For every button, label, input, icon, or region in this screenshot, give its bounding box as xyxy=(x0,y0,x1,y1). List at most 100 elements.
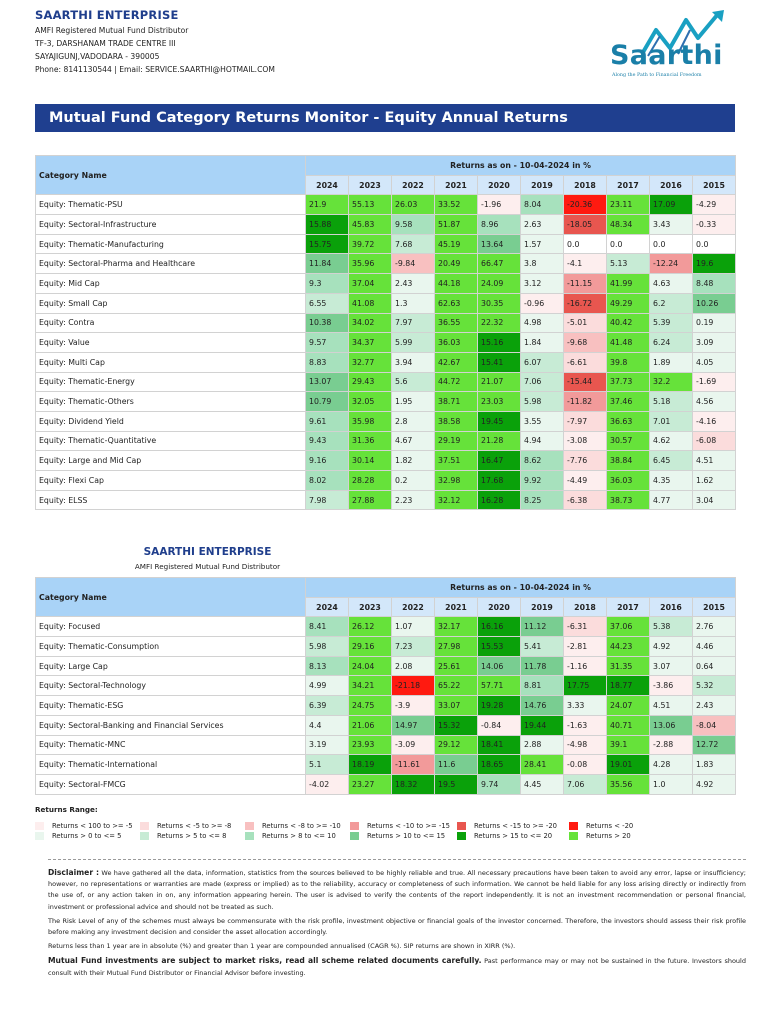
return-cell-2016: 5.18 xyxy=(649,391,693,412)
category-name: Equity: Thematic-ESG xyxy=(35,695,306,716)
return-cell-2022: -9.84 xyxy=(391,253,435,275)
year-header-2017: 2017 xyxy=(606,596,650,618)
return-cell-2020: 21.28 xyxy=(477,430,521,452)
legend-swatch xyxy=(569,832,578,840)
return-cell-2022: 2.8 xyxy=(391,410,435,432)
return-cell-2021: 33.52 xyxy=(434,194,478,216)
return-cell-2023: 32.05 xyxy=(348,391,392,412)
year-header-2023: 2023 xyxy=(348,174,392,196)
return-cell-2016: 4.28 xyxy=(649,754,693,775)
return-cell-2016: 4.63 xyxy=(649,273,693,294)
returns-table-1: Category Name Returns as on - 10-04-2024… xyxy=(35,154,737,511)
return-cell-2018: -9.68 xyxy=(563,332,607,353)
return-cell-2015: 12.72 xyxy=(691,734,737,756)
return-cell-2019: 8.62 xyxy=(520,450,564,471)
company-registration: AMFI Registered Mutual Fund Distributor xyxy=(35,26,189,35)
return-cell-2024: 6.55 xyxy=(305,292,349,314)
return-cell-2017: 40.71 xyxy=(606,714,650,736)
legend-item: Returns < -10 to >= -15 xyxy=(350,822,450,830)
return-cell-2023: 21.06 xyxy=(348,714,392,736)
return-cell-2016: 5.39 xyxy=(649,312,693,334)
category-name: Equity: Thematic-Others xyxy=(35,391,306,412)
legend-swatch xyxy=(350,832,359,840)
return-cell-2019: 11.12 xyxy=(520,616,564,638)
return-cell-2016: 4.92 xyxy=(649,636,693,657)
return-cell-2022: 9.58 xyxy=(391,214,435,235)
return-cell-2023: 31.36 xyxy=(348,430,392,452)
return-cell-2023: 37.04 xyxy=(348,273,392,294)
return-cell-2021: 36.03 xyxy=(434,332,478,353)
return-cell-2019: 4.45 xyxy=(520,773,564,795)
year-header-2021: 2021 xyxy=(434,174,478,196)
return-cell-2016: 4.51 xyxy=(649,695,693,716)
table-row: Equity: Thematic-PSU 21.9 55.13 26.03 33.52-… xyxy=(35,194,737,216)
table-row: Equity: Sectoral-Infrastructure 15.88 45.8… xyxy=(35,214,737,235)
return-cell-2021: 65.22 xyxy=(434,675,478,697)
return-cell-2022: -3.09 xyxy=(391,734,435,756)
legend-item: Returns < -20 xyxy=(569,822,633,830)
category-header: Category Name xyxy=(35,576,306,618)
category-name: Equity: Multi Cap xyxy=(35,351,306,373)
return-cell-2018: -4.49 xyxy=(563,470,607,491)
category-name: Equity: Sectoral-Infrastructure xyxy=(35,214,306,235)
return-cell-2019: -0.96 xyxy=(520,292,564,314)
return-cell-2015: 0.0 xyxy=(691,233,737,255)
return-cell-2016: 5.38 xyxy=(649,616,693,638)
return-cell-2018: -0.08 xyxy=(563,754,607,775)
returns-table-2: Category Name Returns as on - 10-04-2024… xyxy=(35,576,737,795)
page-header: SAARTHI ENTERPRISE AMFI Registered Mutua… xyxy=(35,8,735,88)
return-cell-2017: 40.42 xyxy=(606,312,650,334)
return-cell-2015: 1.83 xyxy=(691,754,737,775)
return-cell-2016: 13.06 xyxy=(649,714,693,736)
return-cell-2023: 29.43 xyxy=(348,371,392,393)
category-name: Equity: Thematic-International xyxy=(35,754,306,775)
return-cell-2021: 33.07 xyxy=(434,695,478,716)
report-title: Mutual Fund Category Returns Monitor - E… xyxy=(35,104,735,132)
company-contact: Phone: 8141130544 | Email: SERVICE.SAART… xyxy=(35,65,275,74)
return-cell-2019: 4.98 xyxy=(520,312,564,334)
legend-item: Returns > 8 to <= 10 xyxy=(245,832,336,840)
return-cell-2016: 7.01 xyxy=(649,410,693,432)
return-cell-2022: -3.9 xyxy=(391,695,435,716)
return-cell-2017: 0.0 xyxy=(606,233,650,255)
return-cell-2022: 5.99 xyxy=(391,332,435,353)
legend-item: Returns > 10 to <= 15 xyxy=(350,832,445,840)
return-cell-2021: 62.63 xyxy=(434,292,478,314)
legend-item: Returns > 15 to <= 20 xyxy=(457,832,552,840)
return-cell-2024: 10.79 xyxy=(305,391,349,412)
return-cell-2020: 15.41 xyxy=(477,351,521,373)
return-cell-2017: 39.8 xyxy=(606,351,650,373)
return-cell-2015: 5.32 xyxy=(691,675,737,697)
return-cell-2016: 32.2 xyxy=(649,371,693,393)
legend-label: Returns < 100 to >= -5 xyxy=(52,822,133,830)
return-cell-2021: 38.58 xyxy=(434,410,478,432)
company-name: SAARTHI ENTERPRISE xyxy=(35,8,179,22)
year-header-2017: 2017 xyxy=(606,174,650,196)
return-cell-2018: 7.06 xyxy=(563,773,607,795)
return-cell-2020: 15.16 xyxy=(477,332,521,353)
return-cell-2022: 7.23 xyxy=(391,636,435,657)
legend-swatch xyxy=(457,822,466,830)
return-cell-2015: 10.26 xyxy=(691,292,737,314)
return-cell-2015: 19.6 xyxy=(691,253,737,275)
disclaimer-paragraph-2: The Risk Level of any of the schemes mus… xyxy=(48,916,746,937)
return-cell-2021: 36.55 xyxy=(434,312,478,334)
return-cell-2019: 1.57 xyxy=(520,233,564,255)
table-row: Equity: Thematic-Manufacturing 15.75 39.72… xyxy=(35,233,737,255)
year-header-2019: 2019 xyxy=(520,174,564,196)
return-cell-2020: 24.09 xyxy=(477,273,521,294)
return-cell-2023: 27.88 xyxy=(348,489,392,511)
legend-swatch xyxy=(35,832,44,840)
return-cell-2021: 29.19 xyxy=(434,430,478,452)
return-cell-2015: 3.09 xyxy=(691,332,737,353)
returns-range-title: Returns Range: xyxy=(35,805,98,814)
return-cell-2017: 24.07 xyxy=(606,695,650,716)
return-cell-2019: 2.88 xyxy=(520,734,564,756)
return-cell-2024: 10.38 xyxy=(305,312,349,334)
company-address-line-1: TF-3, DARSHANAM TRADE CENTRE III xyxy=(35,39,176,48)
return-cell-2019: 1.84 xyxy=(520,332,564,353)
year-header-2024: 2024 xyxy=(305,596,349,618)
return-cell-2024: 8.02 xyxy=(305,470,349,491)
category-name: Equity: Thematic-Manufacturing xyxy=(35,233,306,255)
legend-swatch xyxy=(569,822,578,830)
